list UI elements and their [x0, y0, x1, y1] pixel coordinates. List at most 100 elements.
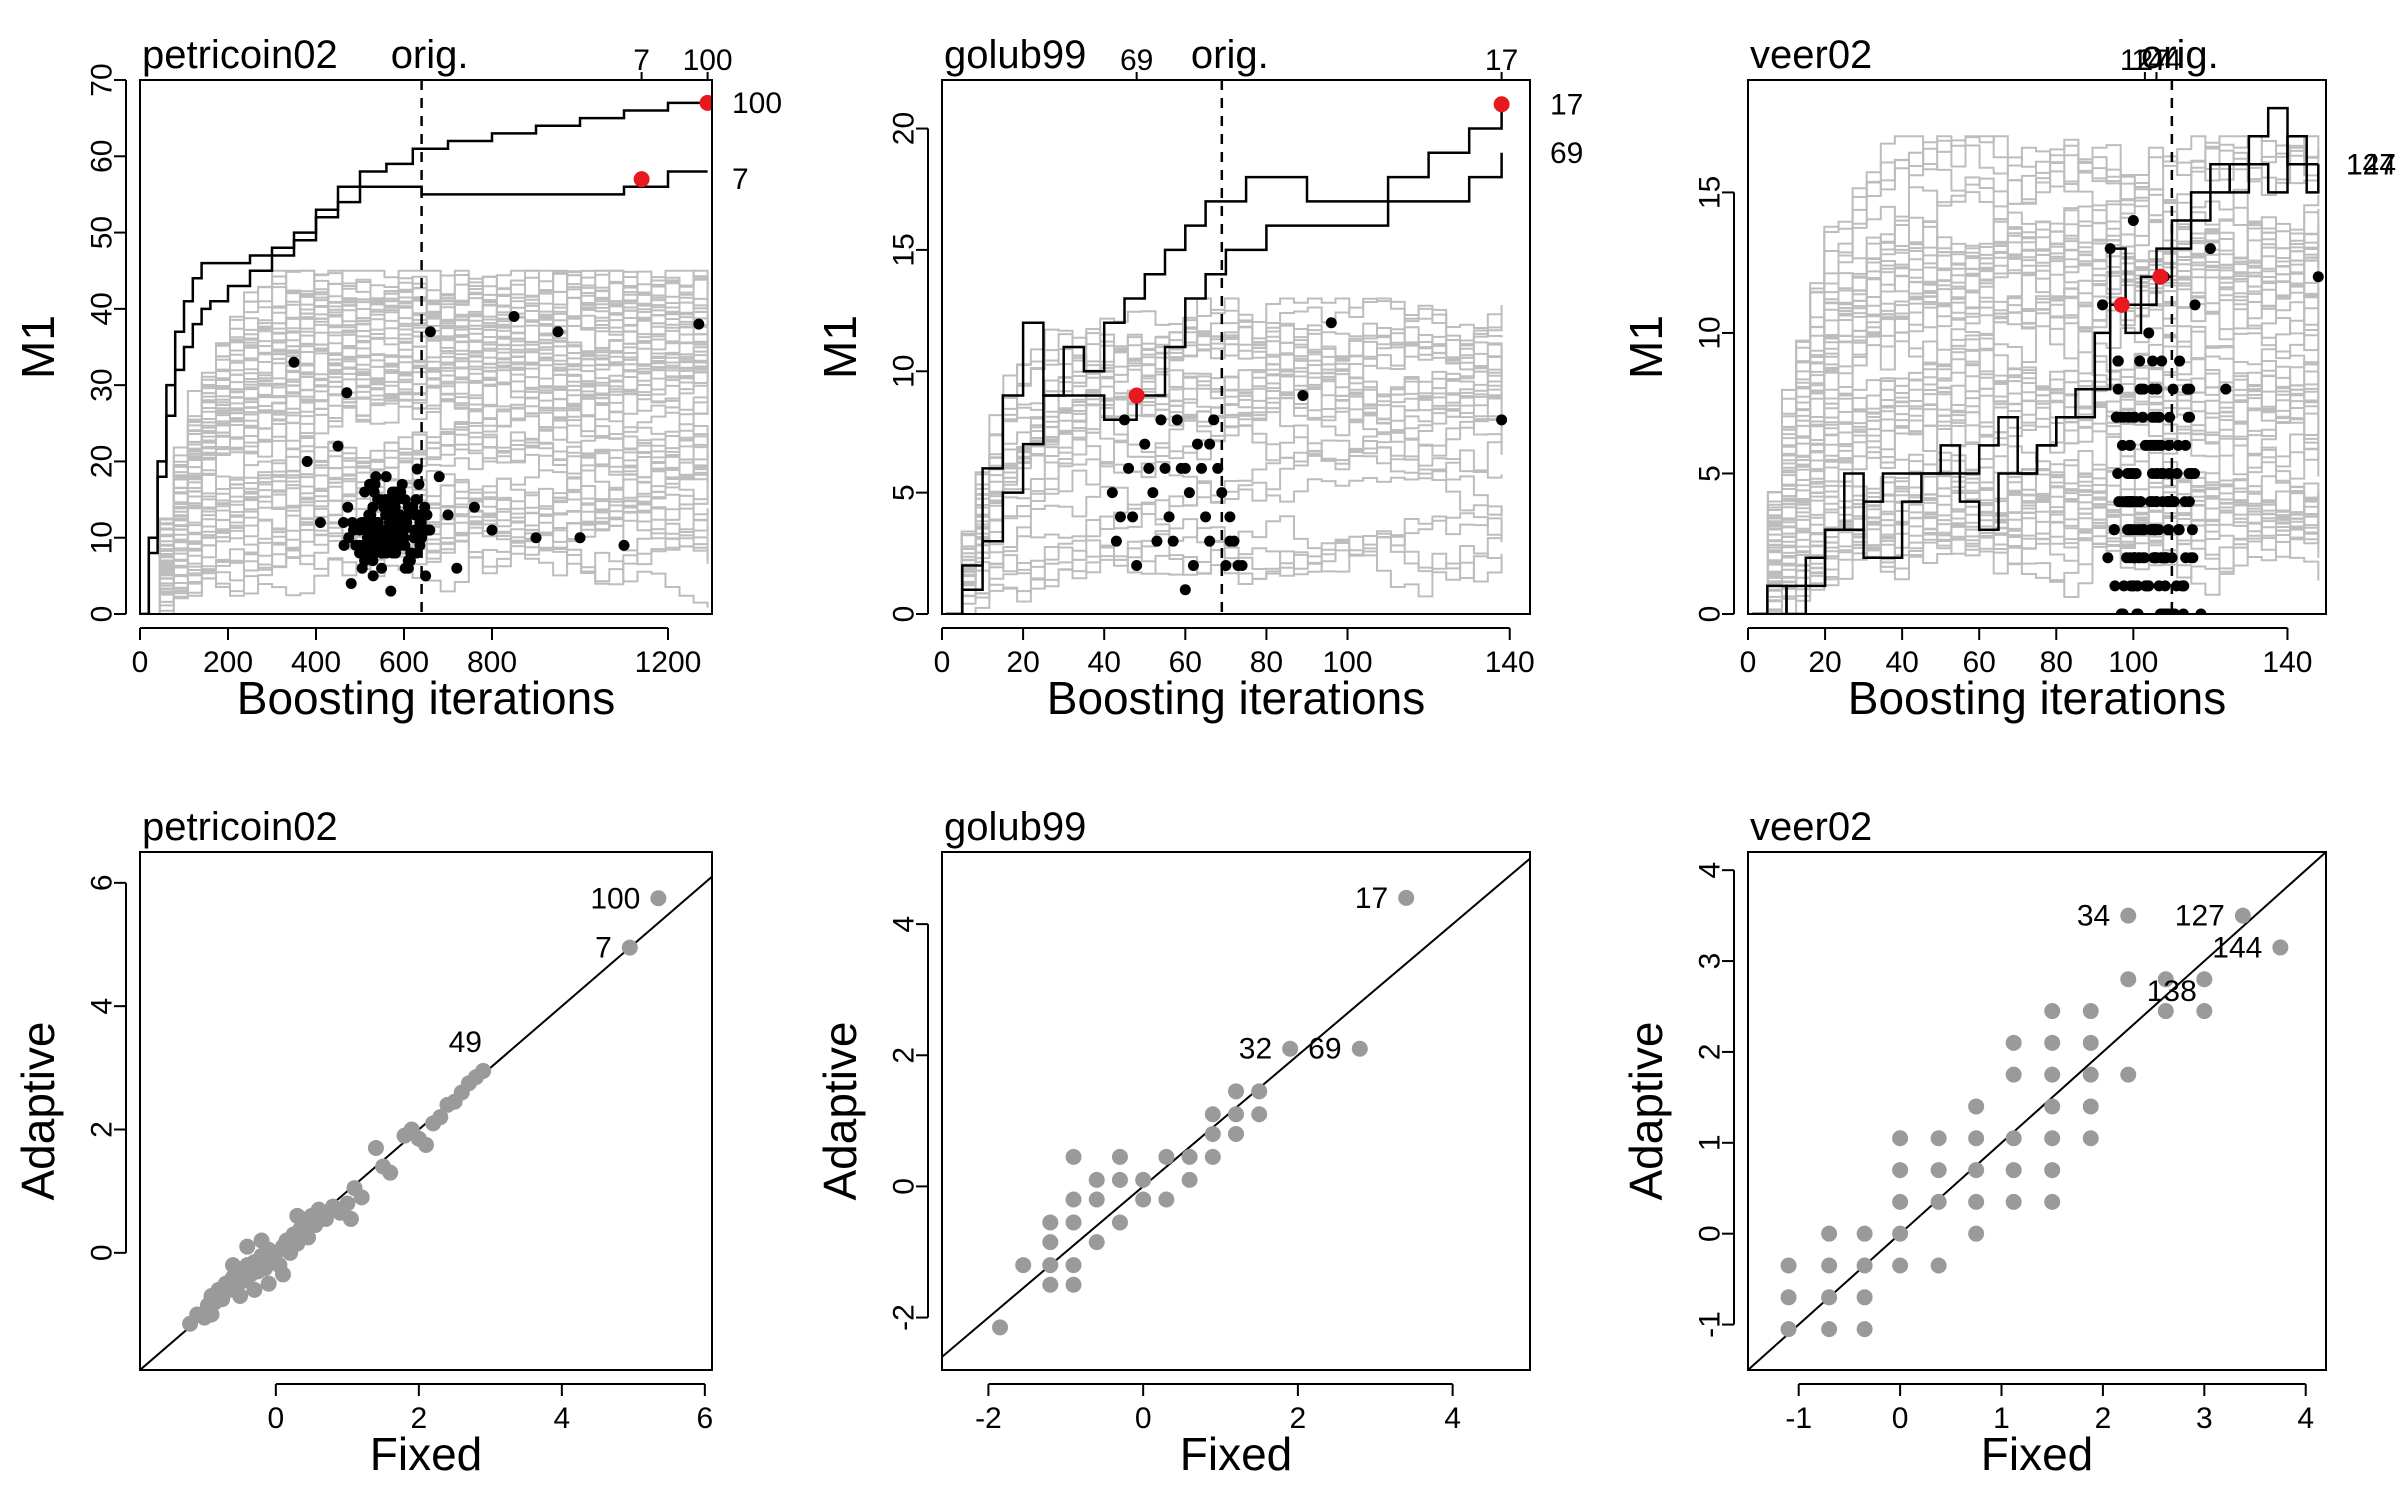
stop-point: [2155, 467, 2167, 479]
scatter-point: [1856, 1225, 1873, 1242]
x-tick-label: 0: [268, 1402, 285, 1435]
stop-point: [2180, 439, 2192, 451]
scatter-point: [260, 1275, 277, 1292]
stop-point: [2158, 552, 2170, 564]
stop-point: [394, 524, 406, 536]
y-tick-label: 2: [888, 1047, 921, 1064]
stop-point: [1143, 462, 1155, 474]
stop-point: [2164, 411, 2176, 423]
y-tick-label: 30: [86, 368, 119, 401]
stop-point: [574, 532, 586, 544]
x-tick-label: 800: [467, 646, 517, 679]
scatter-point: [1780, 1289, 1797, 1306]
highlight-curve: [946, 104, 1503, 614]
top-label: 127: [2120, 44, 2170, 77]
y-tick-label: 4: [86, 998, 119, 1015]
point-annotation: 138: [2147, 975, 2197, 1008]
stop-point: [1155, 414, 1167, 426]
stop-point: [508, 310, 520, 322]
stop-point: [2127, 580, 2139, 592]
plot-area: [1748, 852, 2326, 1370]
scatter-point: [1856, 1321, 1873, 1338]
scatter-point: [1088, 1171, 1105, 1188]
stop-point: [693, 318, 705, 330]
scatter-point: [203, 1306, 220, 1323]
selected-point: [1493, 96, 1510, 113]
y-tick-label: 0: [1694, 1225, 1727, 1242]
plot-frame: [139, 851, 713, 1371]
stop-point: [385, 585, 397, 597]
stop-point: [2186, 524, 2198, 536]
scatter-point: [1088, 1191, 1105, 1208]
stop-point: [404, 555, 416, 567]
background-curve: [145, 341, 709, 614]
x-tick-label: 60: [1169, 646, 1202, 679]
x-tick-label: 80: [2040, 646, 2073, 679]
plot-area: [140, 94, 712, 614]
scatter-point: [1856, 1289, 1873, 1306]
plot-area: [942, 857, 1530, 1358]
x-tick-label: 60: [1963, 646, 1996, 679]
panel-title: veer02: [1750, 33, 1872, 77]
scatter-point: [1968, 1162, 1985, 1179]
stop-point: [376, 562, 388, 574]
background-curve: [145, 397, 709, 614]
x-tick-label: -2: [975, 1402, 1002, 1435]
stop-point: [2186, 467, 2198, 479]
x-tick-label: 0: [1135, 1402, 1152, 1435]
stop-point: [2312, 271, 2324, 283]
stop-point: [367, 570, 379, 582]
stop-point: [2204, 243, 2216, 255]
scatter-point: [992, 1319, 1009, 1336]
panel-4: petricoin02 0 2 4 6 0 2 4 6 Fixed Adaptive 100 7 49: [12, 805, 713, 1480]
background-curve: [145, 274, 709, 614]
identity-line: [1748, 852, 2326, 1370]
scatter-point: [1856, 1257, 1873, 1274]
x-tick-label: 100: [1322, 646, 1372, 679]
top-label: 7: [633, 44, 650, 77]
stop-point: [1204, 438, 1216, 450]
stop-point: [411, 463, 423, 475]
scatter-point: [1228, 1125, 1244, 1142]
scatter-point: [1204, 1125, 1221, 1142]
x-axis-label: Fixed: [370, 1428, 482, 1480]
point-annotation: 32: [1239, 1033, 1272, 1066]
scatter-point: [1968, 1225, 1985, 1242]
y-tick-label: 10: [1694, 316, 1727, 349]
scatter-point: [1930, 1193, 1947, 1210]
stop-point: [1163, 511, 1175, 523]
stop-point: [433, 471, 445, 483]
plot-frame: [1747, 79, 2327, 615]
scatter-point: [1968, 1130, 1985, 1147]
stop-point: [2127, 467, 2139, 479]
point-annotation: 100: [590, 882, 640, 915]
scatter-point: [1228, 1083, 1244, 1100]
scatter-point: [1892, 1162, 1909, 1179]
stop-point: [332, 440, 344, 452]
scatter-point: [1065, 1148, 1082, 1165]
x-tick-label: 400: [291, 646, 341, 679]
y-axis-label: Adaptive: [12, 1021, 64, 1200]
stop-point: [1159, 462, 1171, 474]
scatter-point: [1251, 1083, 1268, 1100]
background-curve: [947, 322, 1503, 614]
stop-point: [370, 471, 382, 483]
stop-point: [424, 524, 436, 536]
scatter-point: [2082, 1130, 2099, 1147]
scatter-point: [1158, 1148, 1175, 1165]
scatter-point: [367, 1140, 384, 1156]
y-tick-label: 0: [86, 606, 119, 623]
stop-point: [421, 509, 433, 521]
stop-point: [408, 532, 420, 544]
point-annotation: 69: [1308, 1033, 1341, 1066]
x-axis-label: Fixed: [1180, 1428, 1292, 1480]
stop-point: [337, 516, 349, 528]
selected-point: [699, 94, 712, 111]
x-tick-label: 200: [203, 646, 253, 679]
stop-point: [1216, 487, 1228, 499]
background-curve: [947, 518, 1503, 614]
x-tick-label: 100: [2108, 646, 2158, 679]
stop-point: [1118, 414, 1130, 426]
y-tick-label: -1: [1694, 1311, 1727, 1338]
y-tick-label: 4: [1694, 862, 1727, 879]
